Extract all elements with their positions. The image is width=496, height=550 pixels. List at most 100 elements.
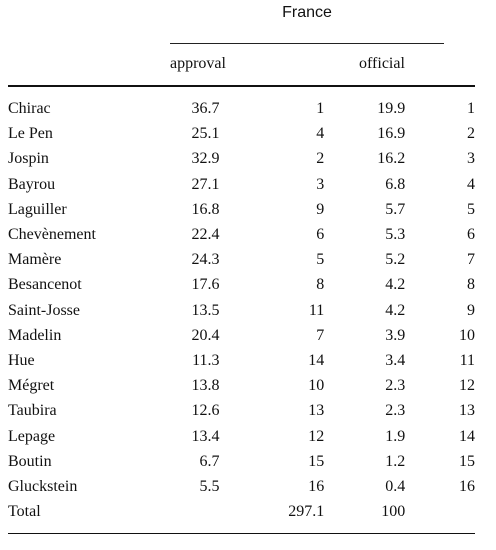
approval-rank: 5: [316, 251, 325, 269]
total-label: Total: [8, 503, 41, 521]
approval-value: 22.4: [191, 226, 220, 244]
approval-rank: 15: [308, 452, 325, 470]
approval-rank: 16: [308, 478, 325, 496]
approval-value: 25.1: [191, 125, 220, 143]
official-rank: 11: [459, 352, 475, 370]
table-body: Chirac 36.7 1 19.9 1 Le Pen 25.1 4 16.9 2 Jospin 32…: [8, 96, 475, 499]
official-rank: 7: [467, 251, 475, 269]
approval-rank: 14: [308, 352, 325, 370]
official-rank: 8: [467, 276, 475, 294]
official-rank: 1: [467, 100, 475, 117]
total-empty-cell: [405, 499, 475, 524]
candidate-name: Boutin: [8, 452, 52, 470]
total-row: Total 297.1 100: [8, 499, 475, 524]
approval-value: 5.5: [199, 478, 220, 496]
official-rank: 14: [459, 427, 475, 445]
approval-value: 20.4: [191, 326, 220, 344]
approval-rank: 11: [308, 301, 325, 319]
official-rank: 15: [459, 452, 475, 470]
results-table: Chirac 36.7 1 19.9 1 Le Pen 25.1 4 16.9 2 Jospin 32…: [8, 96, 475, 524]
official-rank: 5: [467, 200, 475, 218]
official-rank: 9: [467, 301, 475, 319]
official-value: 6.8: [385, 175, 406, 193]
group-header-france: France: [282, 4, 332, 21]
approval-value: 32.9: [191, 150, 220, 168]
approval-rank: 12: [308, 427, 325, 445]
candidate-name: Chevènement: [8, 226, 96, 244]
approval-rank: 2: [316, 150, 325, 168]
table-row: Jospin 32.9 2 16.2 3: [8, 146, 475, 171]
candidate-name: Saint-Josse: [8, 301, 80, 319]
table-bottom-rule: [8, 533, 475, 534]
approval-value: 16.8: [191, 200, 220, 218]
approval-value: 17.6: [191, 276, 220, 294]
table-row: Besancenot 17.6 8 4.2 8: [8, 272, 475, 297]
candidate-name: Madelin: [8, 326, 62, 344]
approval-value: 13.4: [191, 427, 220, 445]
official-value: 2.3: [385, 377, 406, 395]
approval-rank: 10: [308, 377, 325, 395]
official-rank: 3: [467, 150, 475, 168]
approval-value: 13.5: [191, 301, 220, 319]
candidate-name: Lepage: [8, 427, 56, 445]
approval-rank: 13: [308, 402, 325, 420]
subheader-official: official: [359, 55, 405, 72]
candidate-name: Bayrou: [8, 175, 56, 193]
official-value: 5.2: [385, 251, 406, 269]
table-row: Lepage 13.4 12 1.9 14: [8, 424, 475, 449]
approval-value: 12.6: [191, 402, 220, 420]
candidate-name: Gluckstein: [8, 478, 78, 496]
candidate-name: Laguiller: [8, 200, 67, 218]
approval-value: 36.7: [191, 100, 220, 117]
official-rank: 12: [459, 377, 475, 395]
official-value: 3.4: [385, 352, 406, 370]
official-rank: 16: [459, 478, 475, 496]
approval-rank: 1: [316, 100, 325, 117]
group-header-rule: [170, 43, 444, 44]
approval-value: 6.7: [199, 452, 220, 470]
total-official: 100: [381, 503, 406, 521]
official-value: 5.7: [385, 200, 406, 218]
official-rank: 2: [467, 125, 475, 143]
approval-rank: 3: [316, 175, 325, 193]
table-row: Boutin 6.7 15 1.2 15: [8, 449, 475, 474]
official-rank: 6: [467, 226, 475, 244]
candidate-name: Chirac: [8, 100, 51, 117]
table-row: Taubira 12.6 13 2.3 13: [8, 398, 475, 423]
table-row: Chirac 36.7 1 19.9 1: [8, 96, 475, 121]
official-rank: 10: [459, 326, 475, 344]
table-row: Bayrou 27.1 3 6.8 4: [8, 172, 475, 197]
approval-rank: 6: [316, 226, 325, 244]
approval-rank: 7: [316, 326, 325, 344]
candidate-name: Besancenot: [8, 276, 82, 294]
table-row: Mégret 13.8 10 2.3 12: [8, 373, 475, 398]
official-value: 4.2: [385, 276, 406, 294]
candidate-name: Le Pen: [8, 125, 53, 143]
official-value: 16.9: [377, 125, 406, 143]
approval-value: 11.3: [192, 352, 220, 370]
official-value: 2.3: [385, 402, 406, 420]
table-row: Hue 11.3 14 3.4 11: [8, 348, 475, 373]
candidate-name: Taubira: [8, 402, 57, 420]
approval-rank: 9: [316, 200, 325, 218]
official-value: 1.9: [385, 427, 406, 445]
table-row: Madelin 20.4 7 3.9 10: [8, 323, 475, 348]
total-approval: 297.1: [288, 503, 325, 521]
table-row: Gluckstein 5.5 16 0.4 16: [8, 474, 475, 499]
approval-value: 27.1: [191, 175, 220, 193]
total-official-cell: 100: [324, 499, 405, 524]
subheader-approval: approval: [170, 55, 226, 72]
official-value: 1.2: [385, 452, 406, 470]
approval-value: 13.8: [191, 377, 220, 395]
approval-rank: 4: [316, 125, 325, 143]
official-value: 16.2: [377, 150, 406, 168]
total-approval-cell: 297.1: [126, 499, 324, 524]
official-value: 19.9: [377, 100, 406, 117]
official-rank: 13: [459, 402, 475, 420]
table-row: Saint-Josse 13.5 11 4.2 9: [8, 298, 475, 323]
table-row: Chevènement 22.4 6 5.3 6: [8, 222, 475, 247]
official-value: 0.4: [385, 478, 406, 496]
table-row: Mamère 24.3 5 5.2 7: [8, 247, 475, 272]
official-value: 4.2: [385, 301, 406, 319]
candidate-name: Hue: [8, 352, 35, 370]
